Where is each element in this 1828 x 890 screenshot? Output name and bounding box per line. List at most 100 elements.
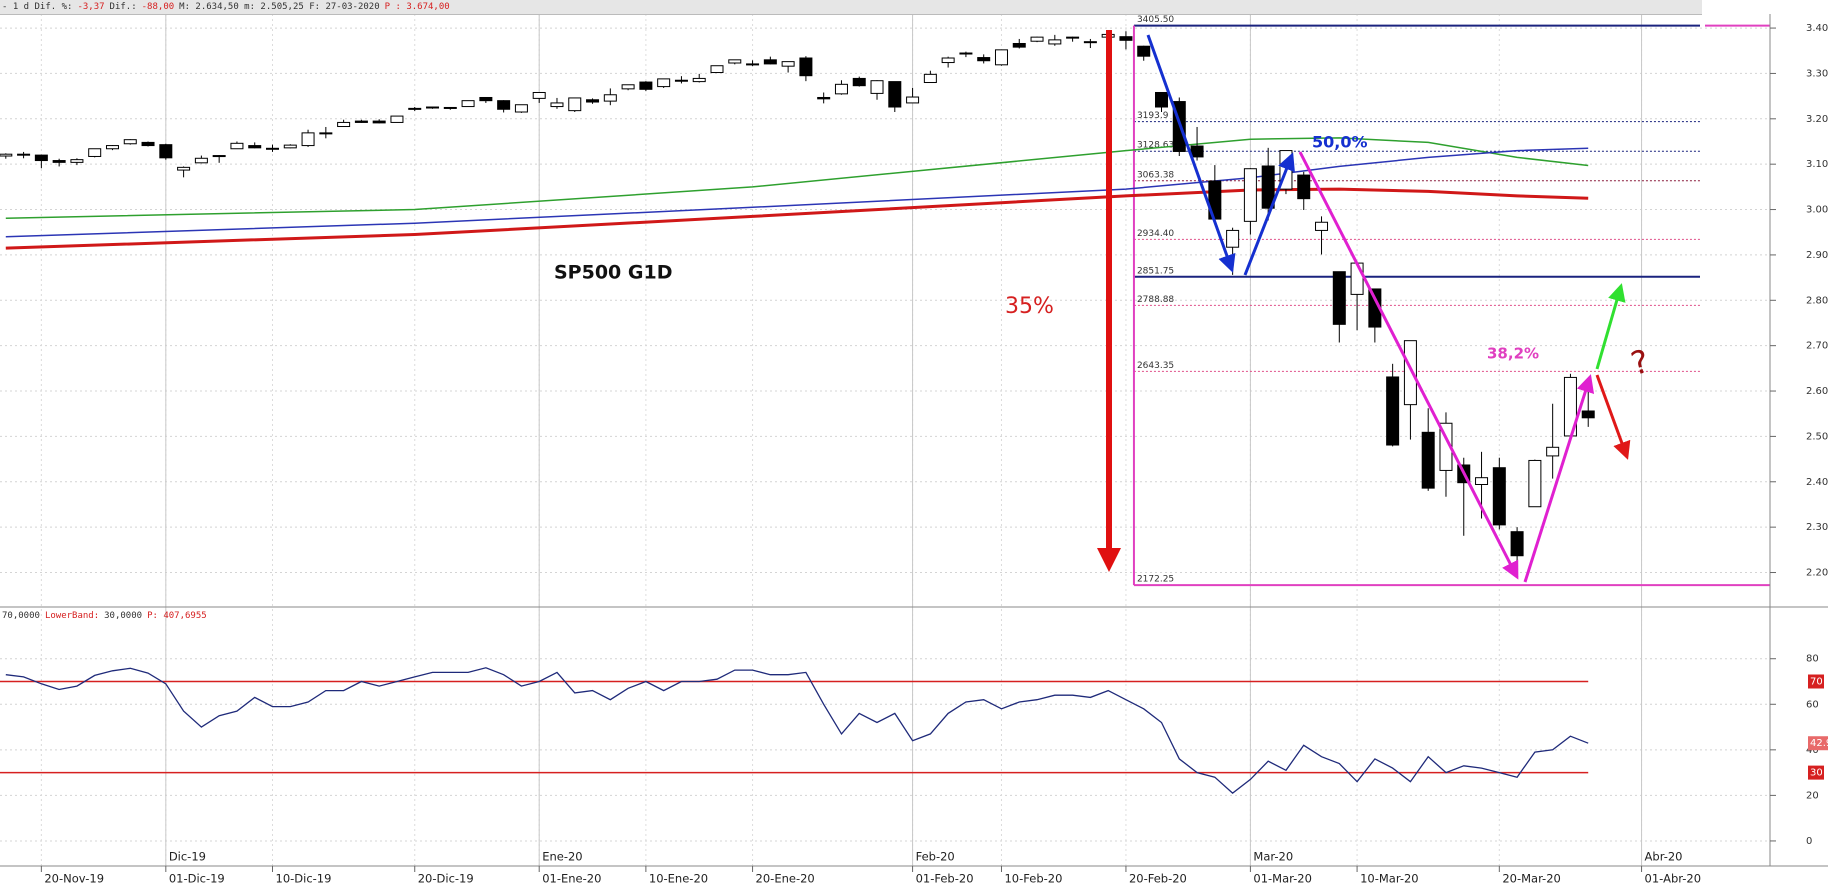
x-tick-label: 10-Mar-20: [1360, 872, 1419, 886]
candle-body: [710, 65, 724, 74]
candle-body: [1261, 165, 1275, 209]
x-tick-label: 10-Feb-20: [1004, 872, 1062, 886]
band-badge-label: 70: [1810, 677, 1823, 688]
y-tick-label: 2.90: [1806, 250, 1828, 261]
x-tick-label: 01-Dic-19: [169, 872, 225, 886]
candle-body: [266, 147, 279, 150]
candle-body: [1475, 477, 1489, 485]
candle-body: [728, 59, 742, 64]
up-scenario-arrow: [1595, 283, 1626, 370]
x-tick-label: 10-Dic-19: [276, 872, 332, 886]
candle-body: [52, 160, 66, 163]
candle-body: [141, 141, 155, 147]
wave-arrow: [1523, 374, 1595, 583]
y-tick-label: 2.80: [1806, 295, 1828, 306]
candle-body: [1012, 42, 1026, 48]
candle-body: [514, 104, 528, 113]
y-tick-label: 60: [1806, 699, 1819, 710]
candle-body: [1581, 410, 1595, 419]
data-layer: [0, 30, 1595, 794]
price-header: - 1 d Dif. %: -3,37 Dif.: -88,00 M: 2.634,50…: [0, 0, 1702, 15]
header-item: Dif.:: [109, 2, 137, 12]
wave-arrow: [1298, 151, 1519, 580]
header-item: 70,0000: [2, 611, 40, 621]
y-tick-label: 2.70: [1806, 341, 1828, 352]
candle-body: [443, 106, 457, 109]
y-tick-label: 40: [1806, 745, 1819, 756]
y-tick-label: 20: [1806, 790, 1819, 801]
candle-body: [1332, 271, 1346, 325]
candle-body: [1403, 340, 1417, 406]
month-label: Abr-20: [1645, 850, 1683, 864]
candle-body: [194, 157, 208, 164]
y-tick-label: 80: [1806, 654, 1819, 665]
candle-body: [408, 107, 422, 110]
candle-body: [941, 57, 955, 64]
candle-body: [888, 81, 902, 108]
x-tick-label: 01-Mar-20: [1253, 872, 1312, 886]
candle-body: [1350, 262, 1364, 295]
month-label: Dic-19: [169, 850, 206, 864]
candle-body: [568, 97, 582, 112]
y-tick-label: 2.40: [1806, 477, 1828, 488]
candle-body: [248, 145, 262, 149]
down-scenario-arrow: [1595, 374, 1631, 460]
x-tick-label: 20-Feb-20: [1129, 872, 1187, 886]
drawings: SP500 G1D 35% 50,0% 38,2% ?: [554, 30, 1653, 583]
candle-body: [799, 57, 813, 77]
annotation: 38,2%: [1487, 345, 1539, 363]
annotation: 50,0%: [1312, 133, 1368, 152]
x-tick-label: 01-Ene-20: [542, 872, 601, 886]
candle-body: [1243, 168, 1257, 222]
fib-label: 2851.75: [1137, 266, 1174, 276]
y-tick-label: 2.60: [1806, 386, 1828, 397]
wave-arrow: [1146, 34, 1236, 273]
fib-label: 2788.88: [1137, 295, 1174, 305]
candle-body: [870, 80, 884, 94]
header-item: P: 407,6955: [147, 611, 207, 621]
candle-body: [0, 153, 13, 157]
last-value-badge: [1808, 736, 1828, 751]
candle-body: [1066, 36, 1080, 39]
header-item: P : 3.674,00: [384, 2, 450, 12]
candle-body: [319, 132, 333, 135]
candle-body: [1315, 221, 1329, 231]
candle-body: [781, 61, 795, 67]
grid-layer: 3405.50 3193.9 3128.63 3063.38 2934.40 2851.7…: [0, 14, 1770, 866]
fib-label: 3128.63: [1137, 141, 1174, 151]
candle-body: [586, 99, 600, 103]
candle-body: [1155, 91, 1168, 108]
candle-body: [852, 77, 866, 87]
candle-body: [1030, 36, 1044, 42]
candle-body: [70, 159, 84, 163]
rsi-header: 70,0000 LowerBand: 30,0000 P: 407,6955: [0, 609, 212, 623]
wave-arrow: [1243, 152, 1295, 276]
x-tick-label: 20-Nov-19: [44, 872, 104, 886]
candle-body: [1528, 459, 1542, 508]
candle-body: [639, 81, 653, 90]
y-tick-label: 0: [1806, 836, 1812, 847]
candle-body: [461, 100, 475, 108]
fib-label: 2934.40: [1137, 229, 1174, 239]
candle-body: [834, 83, 848, 95]
candle-body: [657, 78, 671, 88]
candle-body: [746, 63, 760, 66]
month-label: Mar-20: [1253, 850, 1293, 864]
chart-title: SP500 G1D: [554, 262, 672, 284]
fib-label: 3193.9: [1137, 111, 1169, 121]
header-item: LowerBand:: [44, 611, 100, 621]
header-item: M: 2.634,50 m: 2.505,25 F: 27-03-2020: [179, 2, 380, 12]
last-value-label: 42.9: [1810, 738, 1828, 749]
x-tick-label: 10-Ene-20: [649, 872, 708, 886]
candle-body: [17, 153, 31, 156]
fib-label: 3063.38: [1137, 170, 1174, 180]
candle-body: [603, 94, 617, 102]
candle-body: [763, 59, 777, 65]
candle-body: [1190, 145, 1204, 158]
y-tick-label: 3.30: [1806, 68, 1828, 79]
month-label: Feb-20: [916, 850, 955, 864]
candle-body: [674, 79, 688, 82]
candle-body: [1492, 467, 1506, 526]
y-tick-label: 3.10: [1806, 159, 1828, 170]
